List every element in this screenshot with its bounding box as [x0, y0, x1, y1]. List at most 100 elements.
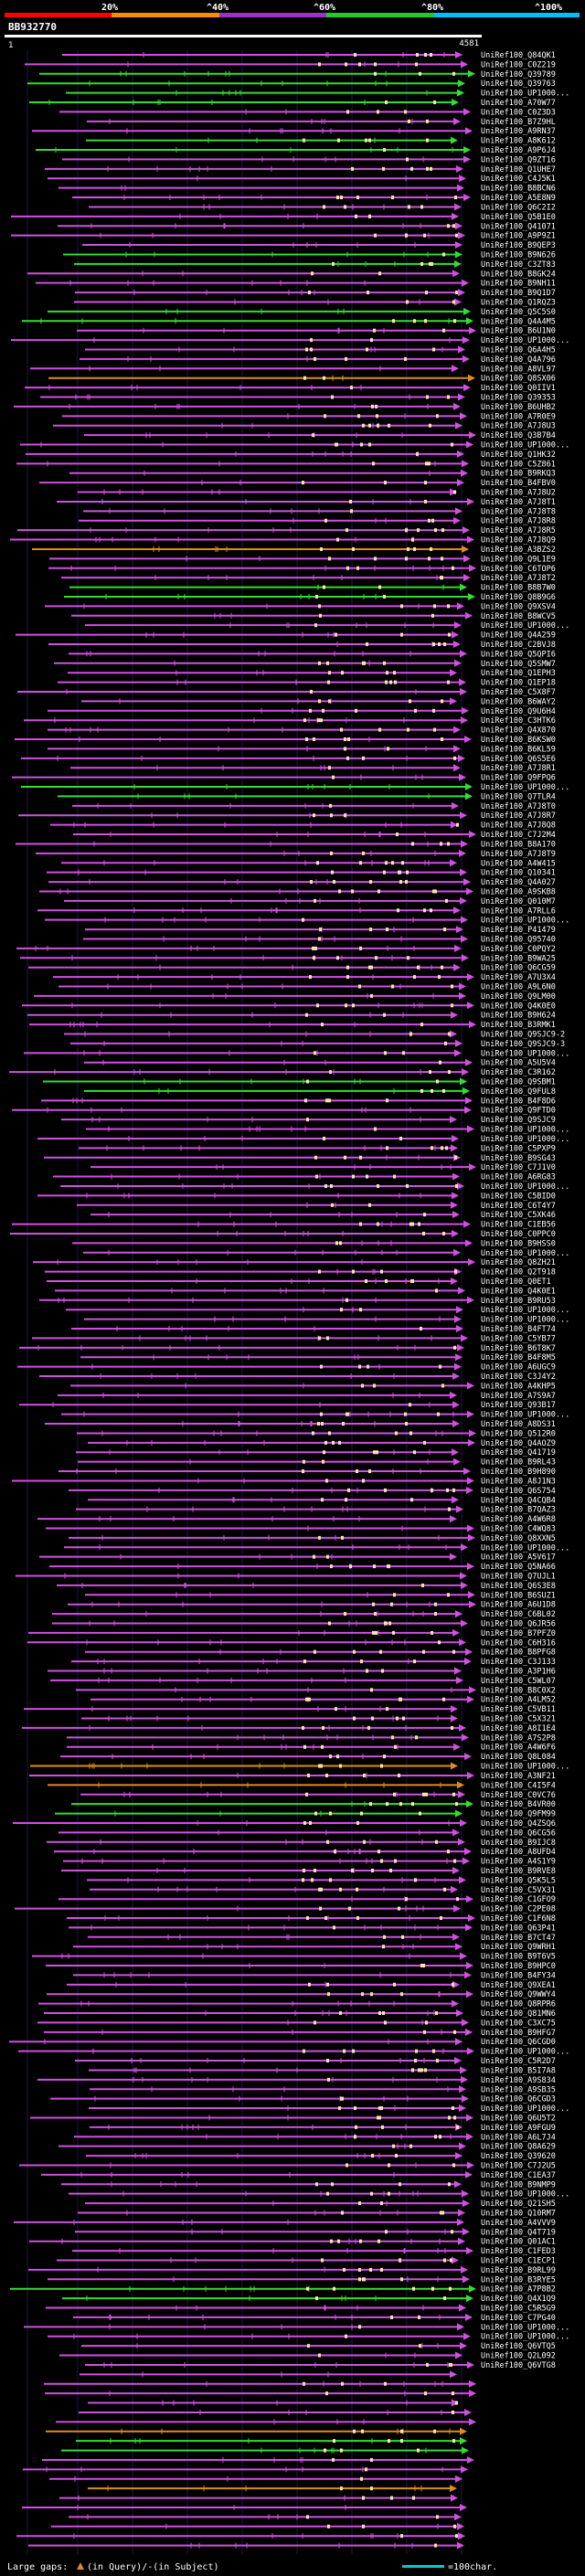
- gap-marker: [420, 2068, 423, 2072]
- gap-marker: [337, 2239, 340, 2243]
- gap-marker: [436, 414, 439, 419]
- hit-row: UniRef100_A7J8T0: [72, 801, 556, 811]
- hit-row: UniRef100_Q6CGD3: [50, 2094, 556, 2104]
- gap-marker: [338, 1440, 341, 1445]
- gap-marker: [328, 766, 331, 770]
- gap-marker: [347, 737, 350, 742]
- gap-marker: [399, 1697, 401, 1701]
- hit-row: UniRef100_B9RU53: [39, 1296, 556, 1306]
- gap-marker: [314, 1649, 316, 1654]
- gap-marker: [303, 138, 305, 143]
- gap-marker: [399, 1136, 402, 1140]
- hit-row: UniRef100_B9T6V5: [32, 1952, 556, 1962]
- hit-row: UniRef100_Q9SJC9: [61, 1116, 556, 1125]
- gap-marker: [358, 2267, 361, 2272]
- gap-marker: [313, 813, 315, 818]
- hit-row: UniRef100_Q2T918: [45, 1267, 556, 1277]
- gap-marker: [453, 1345, 456, 1350]
- gap-marker: [314, 2020, 316, 2025]
- query-id: BB932770: [8, 21, 57, 33]
- hit-arrow: [463, 574, 471, 582]
- gap-marker: [311, 1878, 314, 1882]
- gap-marker: [410, 1498, 413, 1502]
- hit-arrow: [454, 1362, 462, 1371]
- gap-marker: [397, 908, 399, 913]
- hit-label: UniRef100_Q41719: [481, 1448, 556, 1458]
- gap-marker: [410, 1431, 412, 1436]
- gap-marker: [420, 205, 423, 209]
- gap-marker: [430, 546, 432, 551]
- hit-row: UniRef100_A8J1N3: [12, 1477, 556, 1486]
- gap-marker: [451, 2230, 453, 2234]
- gap-marker: [327, 680, 330, 684]
- gap-marker: [327, 2077, 330, 2082]
- hit-arrow: [451, 1277, 458, 1285]
- gap-marker: [373, 1564, 376, 1569]
- gap-marker: [431, 613, 434, 618]
- hit-row: UniRef100_C0PQY2: [16, 944, 556, 954]
- hit-arrow: [463, 555, 471, 563]
- gap-marker: [404, 110, 407, 114]
- gap-marker: [330, 851, 333, 855]
- legend-label: ^40%: [207, 3, 229, 13]
- gap-marker: [365, 1278, 367, 1283]
- gap-marker: [380, 1764, 383, 1768]
- hit-row: UniRef100_B9RKQ3: [69, 469, 556, 479]
- gap-marker: [409, 699, 411, 704]
- gap-marker: [425, 291, 428, 295]
- hit-row: UniRef100_Q8ZH21: [33, 1258, 556, 1267]
- gap-marker: [423, 1213, 426, 1217]
- hit-row: [79, 2408, 472, 2416]
- hit-label: UniRef100_Q5C5S0: [481, 308, 556, 317]
- hit-arrow: [463, 1857, 470, 1865]
- gap-marker: [346, 1298, 348, 1302]
- hit-label: UniRef100_B5I7A8: [481, 2066, 556, 2075]
- hit-label: UniRef100_B9RL43: [481, 1458, 556, 1468]
- gap-marker: [359, 1222, 362, 1226]
- hit-row: UniRef100_C5Z861: [16, 460, 556, 469]
- hit-arrow: [465, 611, 473, 620]
- hit-label: UniRef100_B6KL59: [481, 745, 556, 754]
- gap-marker: [414, 2059, 417, 2063]
- hit-label: UniRef100_Q9WWY4: [481, 1990, 556, 1999]
- hit-label: UniRef100_A7J8T8: [481, 507, 556, 516]
- hit-row: UniRef100_B4FT74: [71, 1325, 556, 1334]
- hit-row: UniRef100_A5V617: [39, 1553, 556, 1563]
- hit-row: UniRef100_A7J8R1: [70, 764, 556, 773]
- gap-marker: [358, 2277, 361, 2282]
- hit-label: UniRef100_C7J2U5: [481, 2161, 556, 2170]
- hit-arrow: [459, 991, 466, 1000]
- hit-row: UniRef100_C1EA37: [41, 2170, 556, 2180]
- hit-row: UniRef100_C7J1V0: [90, 1163, 556, 1172]
- hit-label: UniRef100_Q2L092: [481, 2352, 556, 2361]
- hit-label: UniRef100_A8K612: [481, 137, 556, 146]
- hit-row: UniRef100_A9SB35: [90, 2085, 556, 2094]
- hit-arrow: [457, 1182, 464, 1190]
- hit-row: UniRef100_C5R5G9: [46, 2304, 556, 2314]
- hit-arrow: [452, 1420, 460, 1428]
- hit-label: UniRef100_Q6CG56: [481, 1829, 556, 1838]
- gap-marker: [321, 1023, 324, 1027]
- gap-marker: [343, 2267, 346, 2272]
- gap-marker: [368, 138, 371, 143]
- hit-row: UniRef100_Q21SH5: [85, 2200, 556, 2209]
- hit-label: UniRef100_UP1000...: [481, 1049, 569, 1058]
- hit-label: UniRef100_B7QAZ3: [481, 1506, 556, 1515]
- hit-label: UniRef100_C6BL02: [481, 1610, 556, 1619]
- gap-marker: [388, 2191, 390, 2196]
- gap-marker: [322, 1459, 324, 1464]
- gap-marker: [362, 1479, 365, 1483]
- gap-marker: [442, 252, 445, 257]
- hit-label: UniRef100_B6T8K7: [481, 1344, 556, 1353]
- hit-arrow: [453, 906, 461, 915]
- hit-label: UniRef100_UP1000...: [481, 336, 569, 345]
- hit-arrow: [462, 2019, 469, 2027]
- gap-marker: [400, 1992, 403, 1997]
- hit-label: UniRef100_C5VB11: [481, 1705, 556, 1714]
- gap-marker: [328, 1431, 331, 1436]
- hit-row: UniRef100_A4W6F6: [67, 1743, 556, 1753]
- gap-marker: [451, 1003, 453, 1008]
- hit-row: UniRef100_A7J8U3: [53, 421, 556, 431]
- gap-marker: [432, 641, 435, 646]
- hit-row: UniRef100_A4S1Y9: [63, 1857, 556, 1867]
